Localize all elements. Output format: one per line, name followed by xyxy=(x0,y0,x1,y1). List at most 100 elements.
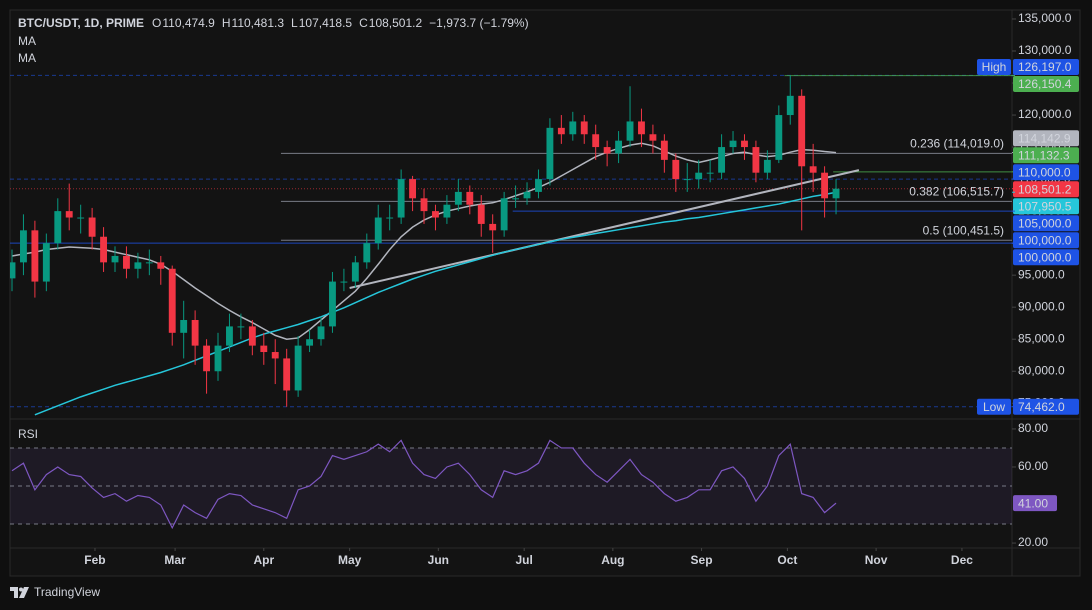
price-badge-label: 74,462.0 xyxy=(1018,400,1065,414)
candle-body xyxy=(214,345,222,372)
x-tick-label: Mar xyxy=(164,553,186,567)
rsi-line xyxy=(11,439,837,530)
badge-tag xyxy=(977,58,1011,75)
x-tick-label: Jun xyxy=(428,553,449,567)
candle-body xyxy=(306,339,314,346)
candle-body xyxy=(638,121,645,135)
candle-body xyxy=(603,147,611,154)
x-tick-label: Jul xyxy=(515,553,532,567)
candle-body xyxy=(443,204,451,218)
candle-body xyxy=(260,345,268,353)
candle-body xyxy=(775,115,783,160)
candle-body xyxy=(145,262,153,264)
rsi-tick-label: 20.00 xyxy=(1018,535,1048,549)
rsi-title: RSI xyxy=(18,427,38,441)
rsi-pane xyxy=(10,439,1012,530)
candle-body xyxy=(786,95,794,116)
ohlc-value: 107,418.5 xyxy=(299,16,353,30)
y-tick-label: 130,000.0 xyxy=(1018,43,1072,57)
candle-body xyxy=(477,204,485,224)
candle-body xyxy=(168,268,176,333)
candle-body xyxy=(134,262,142,269)
candle-body xyxy=(466,191,474,205)
candle-body xyxy=(340,281,348,283)
candle-body xyxy=(317,326,325,340)
candle-body xyxy=(798,95,806,167)
rsi-badge-label: 41.00 xyxy=(1018,496,1048,510)
price-badge xyxy=(1013,75,1079,92)
footer-logo xyxy=(10,587,29,598)
candle-body xyxy=(237,326,245,328)
candle-body xyxy=(512,198,520,200)
candle-body xyxy=(283,358,291,391)
ma-legend: MA xyxy=(18,51,36,65)
x-tick-label: May xyxy=(338,553,362,567)
badge-tag xyxy=(977,398,1011,415)
price-badge xyxy=(1013,147,1079,164)
candle-body xyxy=(191,320,199,346)
candle-body xyxy=(294,345,302,391)
x-tick-label: Oct xyxy=(777,553,797,567)
candle-body xyxy=(397,179,405,218)
candle-body xyxy=(523,191,531,199)
price-badge-label: 100,000.0 xyxy=(1018,233,1072,247)
badge-tag-label: Low xyxy=(983,400,1005,414)
candle-body xyxy=(569,121,577,135)
ohlc-label: O xyxy=(152,16,161,30)
ma-legend: MA xyxy=(18,34,36,48)
fib-label: 0.382 (106,515.7) xyxy=(909,185,1004,199)
candle-body xyxy=(226,326,233,346)
candle-body xyxy=(157,262,165,269)
candle-body xyxy=(592,134,600,148)
y-tick-label: 85,000.0 xyxy=(1018,331,1065,345)
fib-label: 0.5 (100,451.5) xyxy=(923,223,1004,237)
candle-body xyxy=(454,191,462,205)
price-badge-label: 100,000.0 xyxy=(1018,250,1072,264)
x-tick-label: Feb xyxy=(84,553,105,567)
candle-body xyxy=(729,140,737,148)
price-badge xyxy=(1013,58,1079,75)
logo-mark xyxy=(10,587,18,598)
change-value: −1,973.7 (−1.79%) xyxy=(429,16,528,30)
candle-body xyxy=(557,127,565,135)
fib-label: 0.236 (114,019.0) xyxy=(910,137,1004,151)
candle-body xyxy=(683,179,691,181)
price-badge-label: 114,142.9 xyxy=(1018,131,1071,145)
candle-body xyxy=(54,211,62,244)
candle-body xyxy=(111,255,119,263)
candle-body xyxy=(386,217,394,219)
candle-body xyxy=(809,166,817,173)
y-tick-label: 80,000.0 xyxy=(1018,363,1065,377)
price-badge-label: 126,197.0 xyxy=(1018,60,1072,74)
price-badge xyxy=(1013,249,1079,266)
candle-body xyxy=(123,255,130,269)
candle-body xyxy=(626,121,634,141)
candle-body xyxy=(752,147,760,173)
symbol-title: BTC/USDT, 1D, PRIME xyxy=(18,16,144,30)
ohlc-value: 110,481.3 xyxy=(232,16,285,30)
price-badge xyxy=(1013,181,1079,198)
price-badge-label: 105,000.0 xyxy=(1018,216,1072,230)
ohlc-value: 108,501.2 xyxy=(369,16,423,30)
badge-tag-label: High xyxy=(982,60,1007,74)
candle-body xyxy=(409,179,417,199)
price-badge xyxy=(1013,164,1079,181)
candle-body xyxy=(88,217,96,237)
candle-body xyxy=(500,198,508,231)
candle-body xyxy=(10,262,16,279)
candle-body xyxy=(20,230,27,263)
footer-brand: TradingView xyxy=(34,585,100,599)
price-pane xyxy=(10,74,1012,416)
price-badge-label: 126,150.4 xyxy=(1018,77,1072,91)
moving-average xyxy=(34,191,837,416)
x-tick-label: Sep xyxy=(691,553,713,567)
x-tick-label: Aug xyxy=(601,553,624,567)
price-badge-label: 110,000.0 xyxy=(1018,165,1071,179)
rsi-tick-label: 80.00 xyxy=(1018,421,1048,435)
candle-body xyxy=(248,326,256,346)
candle-body xyxy=(42,243,50,282)
candle-body xyxy=(329,281,336,327)
price-badge xyxy=(1013,198,1079,215)
